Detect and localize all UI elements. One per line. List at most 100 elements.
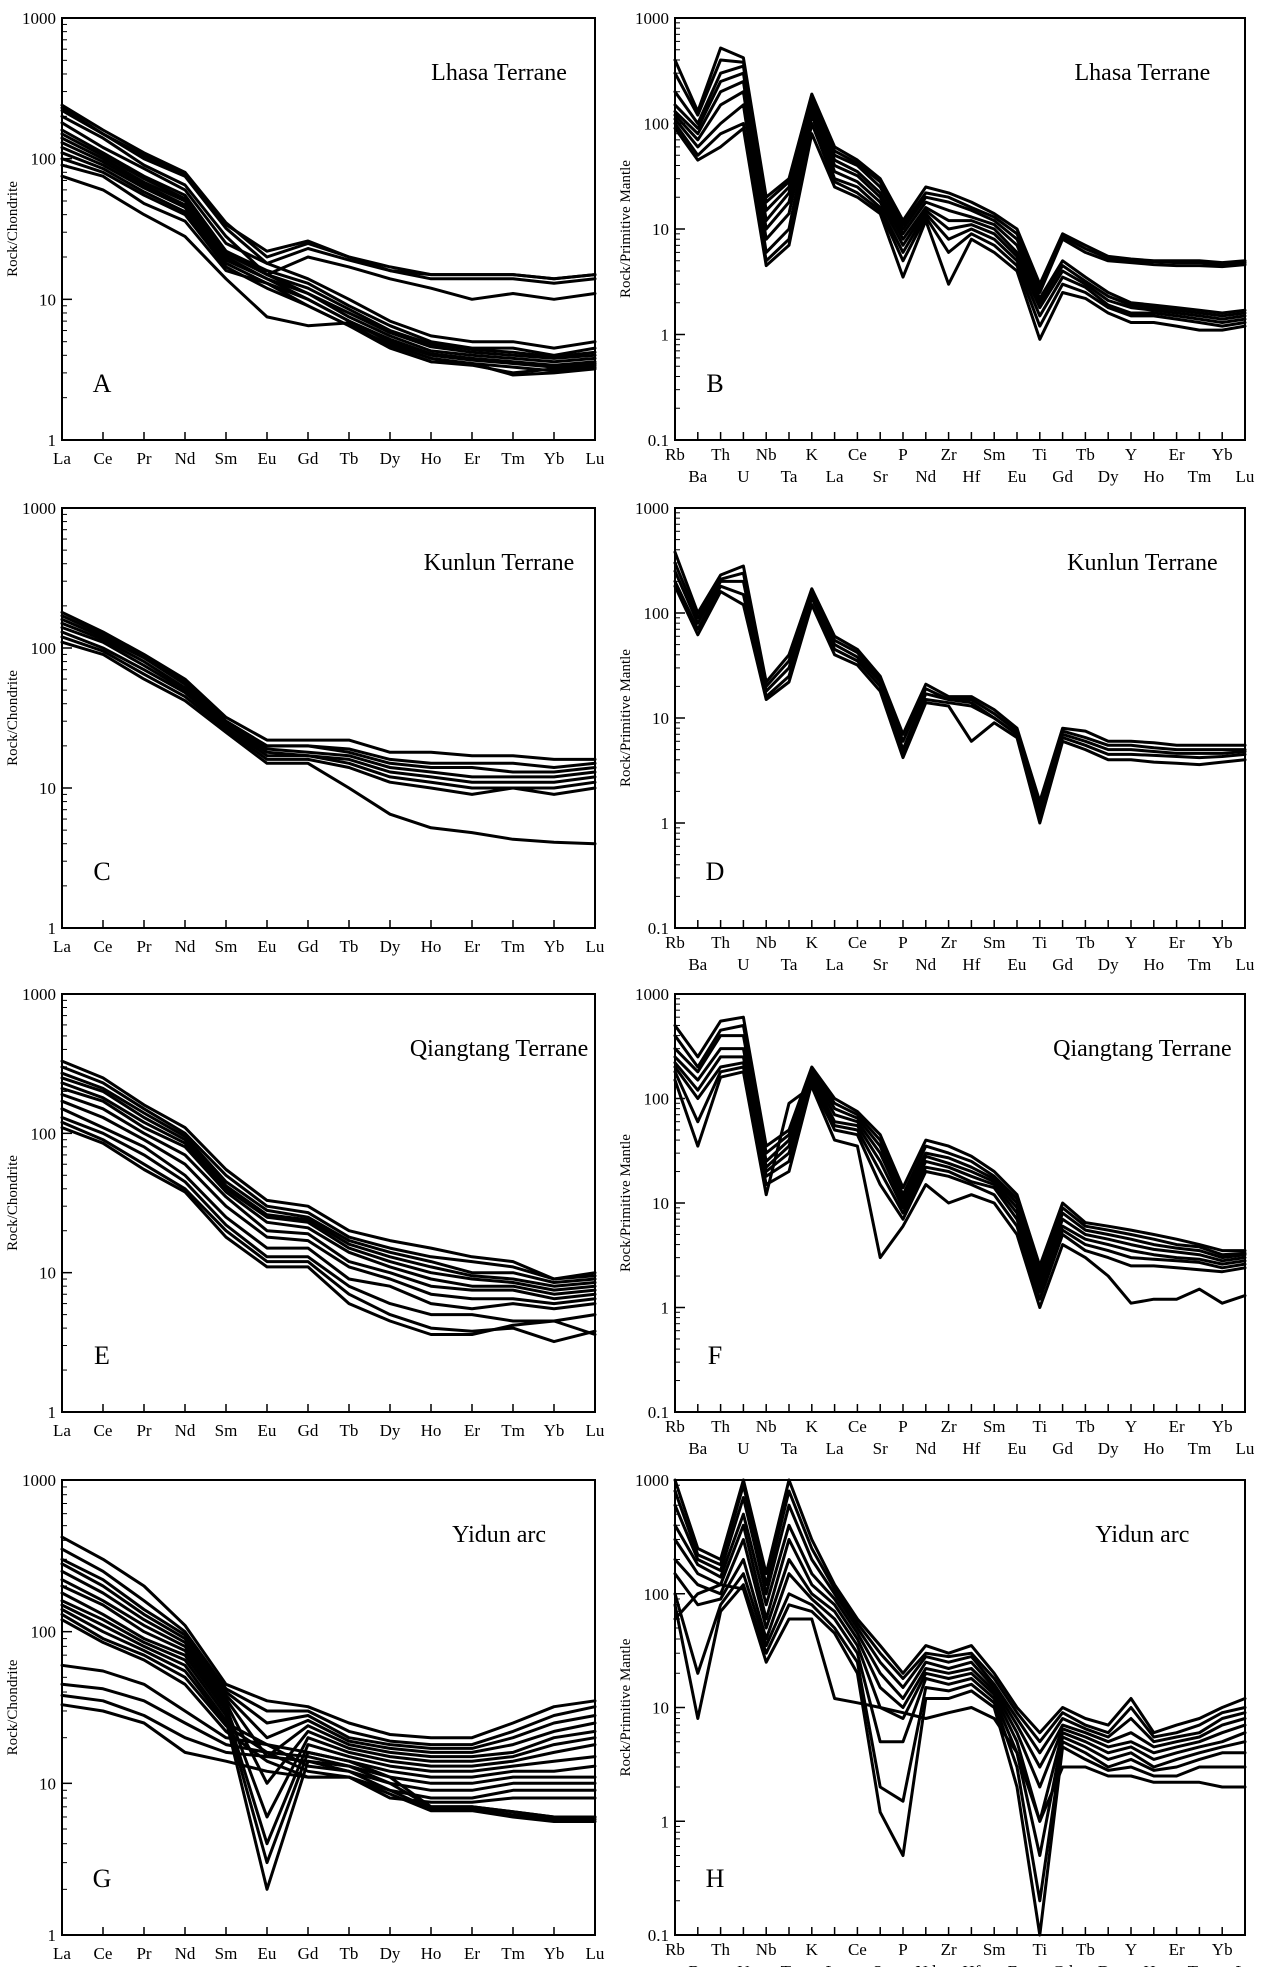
y-tick-label: 1000: [22, 985, 56, 1004]
panel-title: Yidun arc: [452, 1522, 546, 1548]
y-tick-label: 100: [31, 1623, 57, 1642]
series-line: [60, 1682, 597, 1819]
x-tick-label: Dy: [1098, 467, 1119, 486]
x-tick-label: K: [806, 1940, 819, 1959]
y-tick-label: 1: [661, 1299, 670, 1318]
x-tick-label: Dy: [380, 449, 401, 468]
series-line: [673, 561, 1247, 810]
plot-frame: [61, 993, 596, 1413]
x-tick-label: Pr: [136, 1421, 151, 1440]
y-axis-label: Rock/Primitive Mantle: [618, 160, 634, 298]
x-tick-label: P: [898, 1417, 907, 1436]
series-line: [60, 174, 597, 377]
x-tick-label: Ce: [848, 445, 867, 464]
x-tick-label: La: [826, 467, 844, 486]
series-line: [60, 1071, 597, 1284]
x-tick-label: Ta: [781, 1439, 798, 1458]
x-tick-label: Ta: [781, 467, 798, 486]
x-tick-label: Tm: [1188, 1962, 1212, 1967]
series-line: [60, 614, 597, 769]
series-line: [60, 640, 597, 846]
x-tick-label: Ba: [688, 1962, 707, 1967]
x-tick-label: Ho: [421, 937, 442, 956]
x-tick-label: Tm: [501, 449, 525, 468]
series-line: [673, 58, 1247, 289]
x-tick-label: Nd: [915, 1439, 936, 1458]
series-line: [60, 635, 597, 796]
x-tick-label: Zr: [941, 1417, 957, 1436]
series-line: [60, 132, 597, 359]
x-tick-label: Ce: [94, 449, 113, 468]
x-tick-label: Sm: [215, 937, 238, 956]
series-line: [673, 1483, 1247, 1744]
x-tick-label: Eu: [1008, 467, 1027, 486]
x-tick-label: Eu: [258, 1421, 277, 1440]
series-line: [60, 1591, 597, 1846]
x-tick-label: Ho: [1143, 1439, 1164, 1458]
x-tick-label: Ti: [1033, 445, 1048, 464]
x-tick-label: Yb: [544, 1421, 565, 1440]
x-tick-label: Sr: [873, 955, 888, 974]
x-tick-label: Eu: [1008, 1962, 1027, 1967]
x-tick-label: Tb: [1076, 933, 1095, 952]
y-tick-label: 1: [661, 326, 670, 345]
x-tick-label: Tb: [340, 1944, 359, 1963]
x-tick-label: P: [898, 933, 907, 952]
series-line: [673, 1478, 1247, 1735]
series-line: [673, 579, 1247, 821]
x-tick-label: Y: [1125, 933, 1137, 952]
x-tick-label: Eu: [1008, 1439, 1027, 1458]
x-tick-label: Ba: [688, 1439, 707, 1458]
x-tick-label: La: [53, 449, 71, 468]
x-tick-label: Er: [464, 937, 480, 956]
x-tick-label: Ce: [848, 1417, 867, 1436]
series-line: [60, 1116, 597, 1323]
series-line: [673, 1055, 1247, 1288]
x-tick-label: Tm: [501, 1944, 525, 1963]
x-tick-label: Yb: [544, 937, 565, 956]
panel-letter: F: [708, 1341, 722, 1370]
x-tick-label: Ba: [688, 955, 707, 974]
x-tick-label: P: [898, 1940, 907, 1959]
x-tick-label: U: [737, 955, 749, 974]
y-tick-label: 100: [31, 150, 57, 169]
y-tick-label: 100: [644, 604, 670, 623]
y-axis-label: Rock/Chondrite: [5, 181, 21, 277]
x-tick-label: Ce: [94, 1421, 113, 1440]
series-line: [673, 64, 1247, 294]
y-tick-label: 100: [31, 1124, 57, 1143]
series-line: [60, 136, 597, 360]
series-line: [673, 569, 1247, 817]
x-tick-label: Ho: [421, 1944, 442, 1963]
series-line: [673, 1034, 1247, 1278]
x-tick-label: Yb: [544, 449, 565, 468]
series-line: [673, 584, 1247, 825]
x-tick-label: Ta: [781, 955, 798, 974]
x-tick-label: Sm: [215, 1421, 238, 1440]
x-tick-label: La: [53, 937, 71, 956]
x-tick-label: Sr: [873, 1439, 888, 1458]
x-tick-label: Th: [711, 445, 730, 464]
series-line: [60, 141, 597, 364]
x-tick-label: Y: [1125, 1417, 1137, 1436]
x-tick-label: Pr: [136, 937, 151, 956]
series-line: [60, 1107, 597, 1311]
y-axis-label: Rock/Chondrite: [5, 670, 21, 766]
x-tick-label: Ho: [421, 449, 442, 468]
x-tick-label: La: [53, 1421, 71, 1440]
y-tick-label: 1: [48, 1926, 57, 1945]
x-tick-label: Sm: [983, 933, 1006, 952]
series-line: [60, 1693, 597, 1821]
series-line: [60, 621, 597, 779]
y-tick-label: 100: [644, 1585, 670, 1604]
series-line: [60, 1547, 597, 1747]
series-line: [673, 1047, 1247, 1283]
x-tick-label: Tm: [1188, 467, 1212, 486]
x-tick-label: Nd: [175, 937, 196, 956]
series-line: [60, 106, 597, 285]
series-line: [673, 1583, 1247, 1823]
series-line: [673, 550, 1247, 804]
y-tick-label: 1: [661, 814, 670, 833]
x-tick-label: Lu: [1236, 1439, 1255, 1458]
